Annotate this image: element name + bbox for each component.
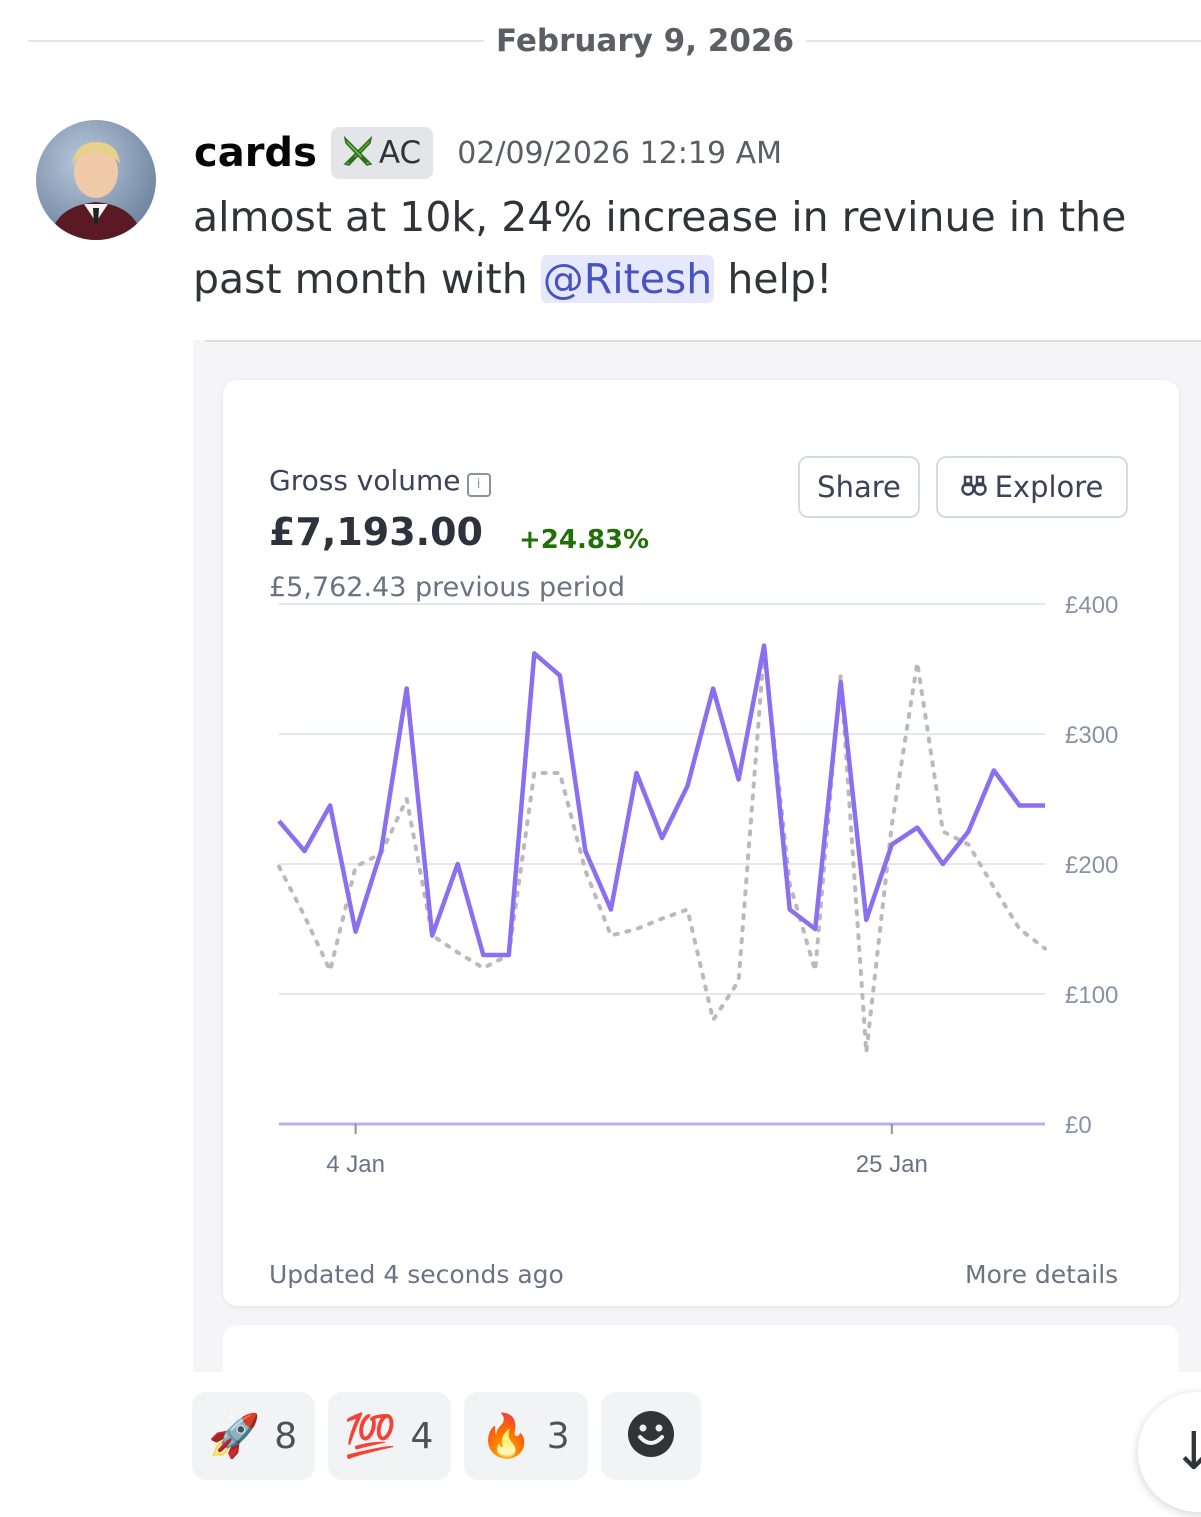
date-divider-label: February 9, 2026: [495, 23, 795, 59]
next-card-peek: [223, 1325, 1179, 1372]
role-tag-label: AC: [378, 135, 422, 171]
percent-change: +24.83%: [519, 525, 650, 555]
card-title-text: Gross volume: [269, 464, 461, 497]
avatar[interactable]: [36, 120, 156, 240]
gross-volume-chart: £400 £300 £200 £100 £0 4 Jan 25 Jan: [277, 592, 1118, 1178]
y-tick-label: £200: [1065, 852, 1118, 879]
hundred-points-icon: 💯: [344, 1411, 397, 1460]
rocket-icon: 🚀: [208, 1411, 261, 1460]
reaction-rocket[interactable]: 🚀 8: [192, 1392, 316, 1480]
reaction-count: 8: [274, 1415, 298, 1457]
role-tag[interactable]: AC: [330, 127, 434, 179]
previous-period-line: [277, 647, 1047, 1055]
explore-button-label: Explore: [994, 470, 1104, 504]
previous-period: £5,762.43 previous period: [269, 572, 626, 603]
message-header: cards AC 02/09/2026 12:19 AM: [194, 124, 782, 182]
updated-text: Updated 4 seconds ago: [269, 1260, 564, 1289]
date-divider: February 9, 2026: [0, 0, 1201, 84]
divider-line-left: [28, 40, 484, 42]
username[interactable]: cards: [194, 130, 317, 176]
x-tick-label: 4 Jan: [326, 1151, 385, 1178]
gross-volume-value: £7,193.00: [269, 510, 483, 554]
reaction-fire[interactable]: 🔥 3: [464, 1392, 588, 1480]
crossed-swords-icon: [341, 134, 375, 172]
reaction-count: 3: [546, 1415, 570, 1457]
gross-volume-card: Gross volume i £7,193.00 +24.83% £5,762.4…: [223, 380, 1179, 1306]
jump-to-bottom-button[interactable]: ↓: [1138, 1392, 1201, 1512]
y-tick-label: £100: [1065, 982, 1118, 1009]
divider-line-right: [806, 40, 1201, 42]
arrow-down-icon: ↓: [1172, 1422, 1201, 1482]
explore-button: Explore: [936, 456, 1128, 518]
fire-icon: 🔥: [480, 1411, 533, 1460]
smiley-face-icon: [626, 1409, 676, 1463]
y-tick-label: £0: [1065, 1112, 1092, 1139]
user-mention[interactable]: @Ritesh: [540, 255, 715, 303]
reactions-bar: 🚀 8 💯 4 🔥 3: [192, 1392, 701, 1480]
more-details-link: More details: [965, 1260, 1119, 1289]
attachment-top-border: [205, 340, 1201, 342]
y-tick-label: £400: [1065, 592, 1118, 619]
image-attachment[interactable]: Gross volume i £7,193.00 +24.83% £5,762.4…: [193, 340, 1201, 1372]
reaction-hundred[interactable]: 💯 4: [328, 1392, 452, 1480]
current-period-line: [277, 643, 1045, 958]
share-button: Share: [798, 456, 920, 518]
card-title: Gross volume i: [269, 464, 491, 497]
message-text-part: help!: [714, 255, 833, 303]
x-tick-label: 25 Jan: [856, 1151, 928, 1178]
message-text: almost at 10k, 24% increase in revinue i…: [193, 186, 1198, 310]
message-timestamp: 02/09/2026 12:19 AM: [457, 135, 783, 171]
info-icon: i: [466, 473, 491, 497]
y-tick-label: £300: [1065, 722, 1118, 749]
reaction-count: 4: [410, 1415, 434, 1457]
binoculars-icon: [960, 470, 987, 504]
message-text-part: almost at 10k, 24% increase in revinue i…: [193, 193, 1127, 303]
add-reaction-button[interactable]: [600, 1392, 701, 1480]
